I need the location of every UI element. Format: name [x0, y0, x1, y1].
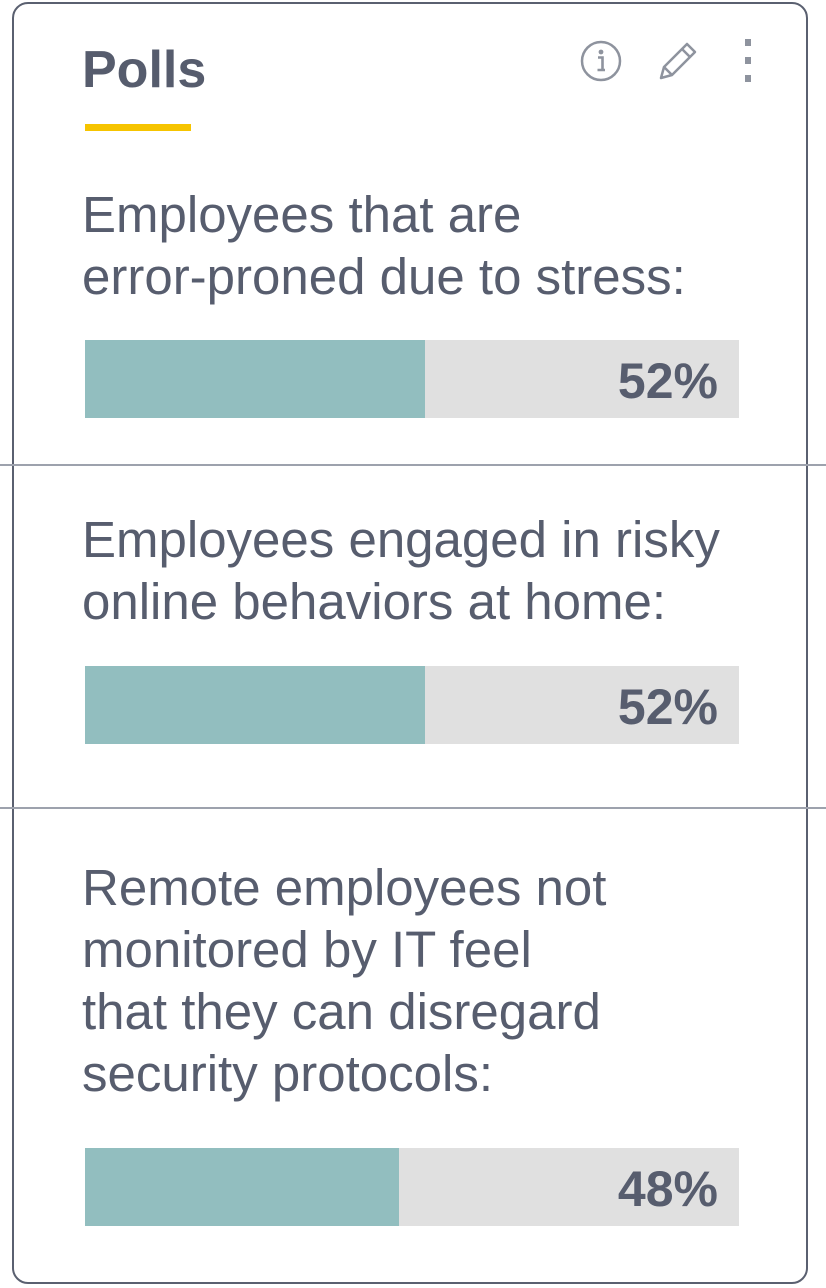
widget-title: Polls — [82, 41, 207, 99]
poll-percentage: 52% — [617, 353, 718, 409]
poll-bar-fill — [85, 340, 426, 418]
poll-result-bar: 48% — [85, 1148, 739, 1226]
poll-question: Employees that are error-proned due to s… — [82, 186, 686, 305]
title-accent-underline — [85, 124, 191, 131]
info-icon — [580, 40, 622, 82]
poll-bar-fill — [85, 666, 426, 744]
edit-button[interactable] — [654, 38, 702, 84]
poll-percentage: 52% — [617, 679, 718, 735]
edit-icon — [659, 42, 697, 80]
more-options-button[interactable] — [734, 38, 762, 84]
poll-result-bar: 52% — [85, 340, 739, 418]
poll-percentage: 48% — [617, 1161, 718, 1217]
section-divider — [0, 807, 826, 809]
poll-question: Employees engaged in risky online behavi… — [82, 511, 720, 630]
info-button[interactable] — [578, 38, 624, 84]
section-divider — [0, 464, 826, 466]
poll-result-bar: 52% — [85, 666, 739, 744]
polls-card — [12, 2, 808, 1284]
poll-question: Remote employees not monitored by IT fee… — [82, 859, 607, 1102]
poll-bar-fill — [85, 1148, 399, 1226]
more-vertical-icon — [745, 39, 751, 82]
